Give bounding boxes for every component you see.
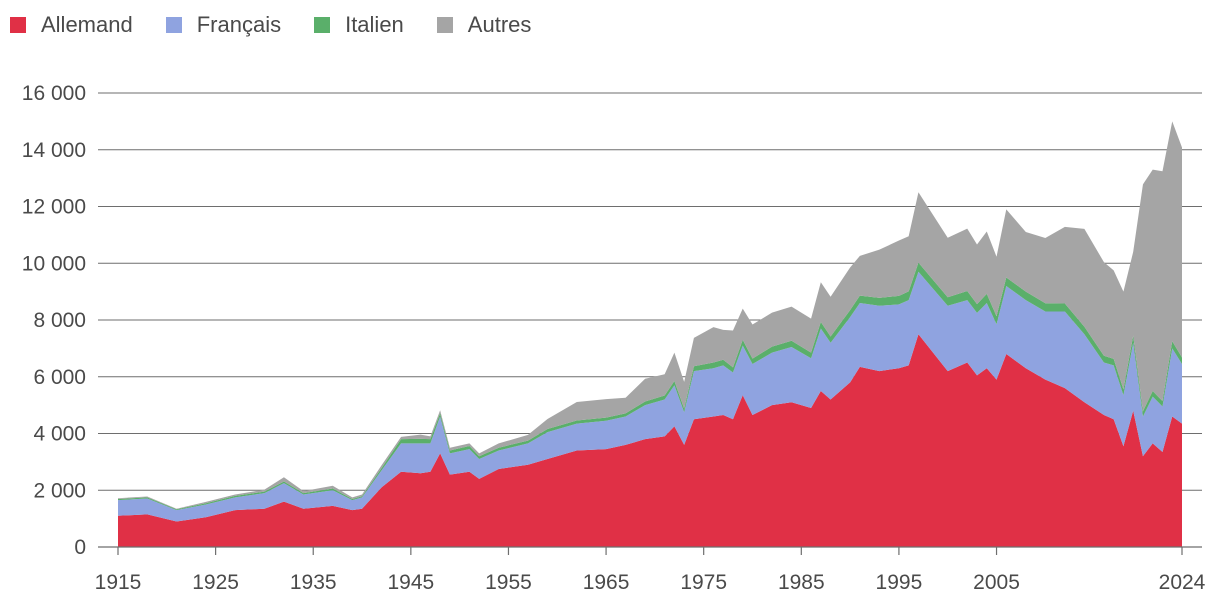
legend-swatch-francais (165, 17, 182, 33)
x-tick-label: 1945 (387, 571, 434, 594)
y-tick-label: 10 000 (22, 252, 86, 275)
legend-label-autres: Autres (467, 12, 532, 37)
legend-swatch-autres (436, 17, 453, 33)
x-tick-labels: 1915 1925 1935 1945 1955 1965 1975 1985 1995 2005… (95, 571, 1206, 594)
legend-label-francais: Français (196, 12, 282, 37)
x-tick-label: 1925 (192, 571, 239, 594)
x-tick-label: 1915 (95, 571, 142, 594)
x-tick-label: 1955 (485, 571, 532, 594)
x-tick-label: 1975 (680, 571, 727, 594)
area-series-1 (118, 271, 1182, 522)
x-tick-label: 2024 (1159, 571, 1206, 594)
chart-legend: Allemand Français Italien Autres (10, 12, 564, 38)
y-tick-label: 2 000 (33, 479, 86, 502)
x-tick-label: 2005 (973, 571, 1020, 594)
legend-item-francais[interactable]: Français (165, 12, 282, 38)
y-tick-label: 16 000 (22, 82, 86, 105)
area-series-0 (118, 334, 1182, 547)
y-tick-label: 12 000 (22, 196, 86, 219)
y-tick-label: 0 (74, 536, 86, 559)
legend-swatch-italien (314, 17, 331, 33)
area-series-3 (118, 121, 1182, 510)
y-tick-label: 14 000 (22, 139, 86, 162)
y-tick-label: 4 000 (33, 423, 86, 446)
legend-swatch-allemand (10, 17, 26, 33)
series-areas (118, 121, 1182, 547)
y-tick-label: 6 000 (33, 366, 86, 389)
y-tick-label: 8 000 (33, 309, 86, 332)
x-tick-label: 1995 (876, 571, 923, 594)
y-tick-labels: 0 2 000 4 000 6 000 8 000 10 000 12 000 14 000 1… (22, 82, 86, 559)
x-tick-label: 1985 (778, 571, 825, 594)
x-tick-label: 1935 (290, 571, 337, 594)
legend-label-allemand: Allemand (41, 12, 133, 37)
legend-item-italien[interactable]: Italien (314, 12, 404, 38)
legend-item-allemand[interactable]: Allemand (10, 12, 133, 38)
legend-item-autres[interactable]: Autres (436, 12, 532, 38)
x-tick-label: 1965 (583, 571, 630, 594)
axes (98, 546, 1202, 555)
legend-label-italien: Italien (345, 12, 404, 37)
